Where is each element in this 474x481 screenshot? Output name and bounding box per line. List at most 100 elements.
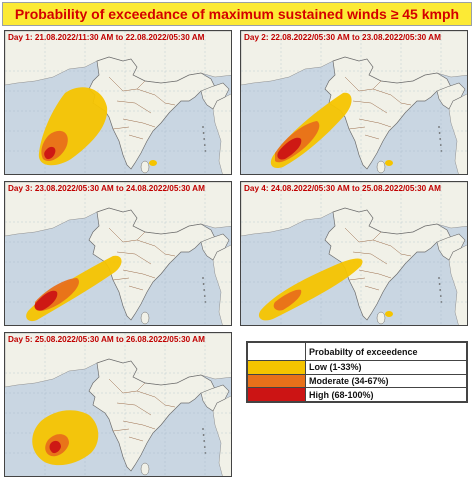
state-border — [128, 436, 144, 442]
legend-label-low: Low (1-33%) — [305, 360, 467, 375]
state-border — [136, 80, 146, 90]
panel-date-range-label: Day 3: 23.08.2022/05:30 AM to 24.08.2022… — [8, 184, 205, 193]
state-border — [122, 118, 156, 128]
eastern-landmass — [212, 93, 231, 174]
map-svg — [241, 31, 467, 174]
state-border — [128, 285, 144, 291]
state-border — [122, 420, 156, 430]
map-panel-day-5: Day 5: 25.08.2022/05:30 AM to 26.08.2022… — [4, 332, 232, 477]
map-svg — [5, 333, 231, 476]
sri-lanka — [140, 311, 150, 325]
island-dot — [439, 144, 442, 146]
legend-swatch-low — [247, 360, 306, 375]
panel-date-range-label: Day 5: 25.08.2022/05:30 AM to 26.08.2022… — [8, 335, 205, 344]
state-border — [108, 227, 156, 247]
moderate-probability-zone — [273, 289, 302, 311]
northeast-india — [436, 233, 466, 261]
state-border — [112, 277, 130, 281]
state-border — [344, 76, 392, 96]
panel-date-range-label: Day 1: 21.08.2022/11:30 AM to 22.08.2022… — [8, 33, 205, 42]
high-probability-zone — [49, 440, 61, 454]
island-dot — [439, 138, 442, 140]
island-dot — [202, 277, 204, 279]
state-border — [136, 382, 146, 392]
eastern-landmass — [448, 244, 467, 325]
state-border — [112, 126, 130, 130]
state-border — [344, 227, 392, 247]
state-border — [128, 134, 144, 140]
island-dot — [203, 144, 206, 146]
island-dot — [438, 277, 440, 279]
state-border — [116, 402, 152, 416]
island-dot — [202, 132, 205, 134]
island-dot — [203, 446, 206, 448]
state-border — [390, 94, 412, 106]
high-probability-zone — [44, 146, 56, 160]
low-probability-zone-south — [149, 160, 157, 166]
india-landmass — [88, 207, 216, 321]
state-border — [154, 396, 176, 408]
legend-header: Probabilty of exceedence — [305, 342, 467, 361]
sri-lanka — [140, 160, 150, 174]
state-border — [136, 231, 146, 241]
state-border — [108, 76, 156, 96]
state-border — [116, 251, 152, 265]
eastern-landmass — [448, 93, 467, 174]
state-border — [372, 80, 382, 90]
northeast-india — [200, 384, 230, 412]
high-probability-zone — [277, 137, 302, 160]
page-title: Probability of exceedance of maximum sus… — [14, 6, 460, 22]
island-dot — [202, 434, 205, 436]
legend-swatch-moderate — [247, 373, 306, 389]
island-dot — [203, 440, 206, 442]
island-dot — [438, 132, 441, 134]
map-panel-day-2: Day 2: 22.08.2022/05:30 AM to 23.08.2022… — [240, 30, 468, 175]
state-border — [116, 100, 152, 114]
panel-date-range-label: Day 2: 22.08.2022/05:30 AM to 23.08.2022… — [244, 33, 441, 42]
low-probability-zone-south — [385, 160, 393, 166]
eastern-landmass — [212, 395, 231, 476]
map-svg — [5, 182, 231, 325]
sri-lanka — [376, 160, 386, 174]
state-border — [364, 134, 380, 140]
island-dot — [203, 289, 206, 291]
state-border — [154, 94, 176, 106]
state-border — [122, 269, 156, 279]
state-border — [352, 251, 388, 265]
island-dot — [203, 138, 206, 140]
map-svg — [241, 182, 467, 325]
legend-label-high: High (68-100%) — [305, 387, 467, 402]
map-svg — [5, 31, 231, 174]
legend-header-blank — [247, 342, 306, 361]
state-border — [358, 118, 392, 128]
state-border — [154, 245, 176, 257]
state-border — [358, 269, 392, 279]
state-border — [352, 100, 388, 114]
state-border — [348, 277, 366, 281]
northeast-india — [436, 82, 466, 110]
probability-legend: Probabilty of exceedence Low (1-33%) Mod… — [246, 341, 468, 403]
state-border — [348, 126, 366, 130]
title-bar: Probability of exceedance of maximum sus… — [2, 2, 472, 26]
low-probability-zone-south — [385, 311, 393, 317]
island-dot — [202, 283, 205, 285]
state-border — [112, 428, 130, 432]
map-panel-day-1: Day 1: 21.08.2022/11:30 AM to 22.08.2022… — [4, 30, 232, 175]
northeast-india — [200, 82, 230, 110]
state-border — [108, 378, 156, 398]
state-border — [364, 285, 380, 291]
state-border — [390, 245, 412, 257]
india-landmass — [88, 358, 216, 472]
state-border — [372, 231, 382, 241]
island-dot — [439, 295, 442, 297]
legend-swatch-high — [247, 387, 306, 402]
island-dot — [202, 428, 204, 430]
sri-lanka — [140, 462, 150, 476]
island-dot — [202, 126, 204, 128]
legend-label-moderate: Moderate (34-67%) — [305, 373, 467, 389]
high-probability-zone — [34, 290, 58, 311]
island-dot — [203, 295, 206, 297]
island-dot — [438, 283, 441, 285]
india-landmass — [324, 207, 452, 321]
map-panel-day-4: Day 4: 24.08.2022/05:30 AM to 25.08.2022… — [240, 181, 468, 326]
